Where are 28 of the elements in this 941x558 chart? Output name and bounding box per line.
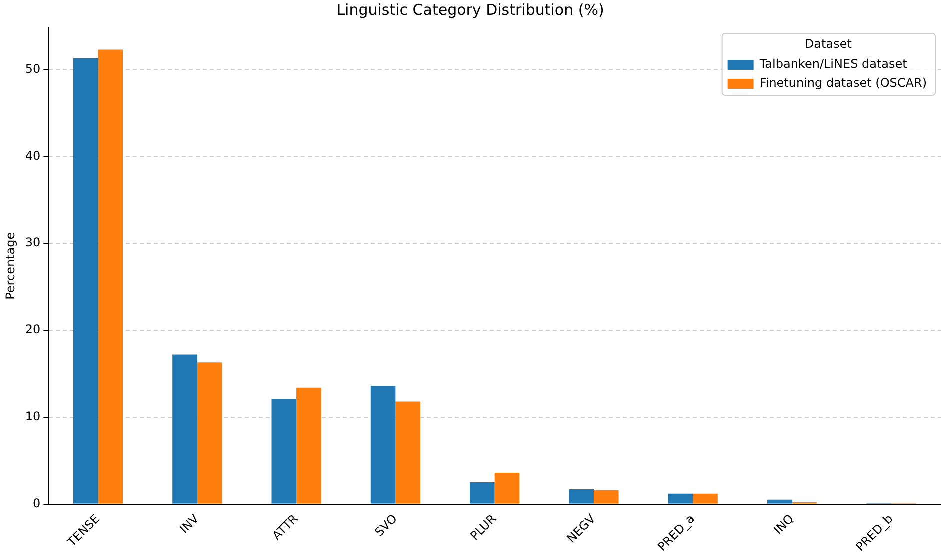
legend-label: Talbanken/LiNES dataset [758, 57, 908, 72]
x-tick-label: INV [177, 511, 202, 536]
bar [172, 354, 198, 504]
bar [668, 494, 694, 504]
y-tick-label: 50 [25, 62, 41, 76]
x-tick-label: INQ [771, 512, 797, 538]
bar [296, 388, 322, 504]
bar [98, 50, 124, 504]
legend-label: Finetuning dataset (OSCAR) [760, 76, 928, 90]
bar [494, 472, 520, 504]
bar [396, 402, 420, 504]
y-tick-label: 20 [25, 322, 41, 337]
bar [693, 494, 718, 504]
y-tick-label: 30 [25, 236, 41, 250]
bar [594, 490, 619, 504]
bar [767, 500, 792, 504]
bar [197, 362, 222, 504]
bar [470, 482, 495, 504]
chart-title: Linguistic Category Distribution (%) [336, 0, 604, 19]
bar [272, 399, 297, 504]
y-tick-label: 40 [25, 148, 41, 163]
bar [73, 58, 98, 504]
y-tick-label: 10 [25, 409, 41, 424]
y-axis-title: Percentage [3, 232, 18, 300]
bar [569, 490, 594, 504]
bar [370, 386, 396, 504]
y-tick-label: 0 [33, 496, 41, 510]
legend-title: Dataset [804, 37, 852, 52]
